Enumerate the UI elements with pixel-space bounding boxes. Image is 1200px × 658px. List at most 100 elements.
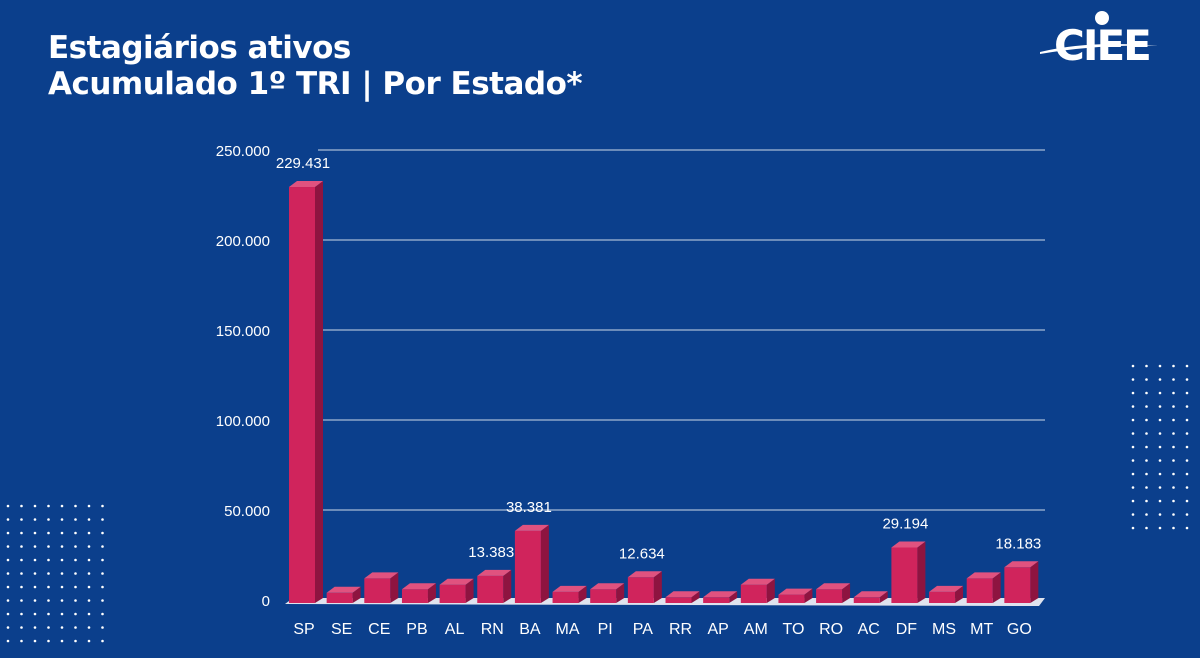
bar-side (653, 571, 662, 603)
decorative-dot (74, 599, 77, 602)
x-tick-label: MA (556, 621, 580, 638)
decorative-dot (74, 626, 77, 629)
decorative-dot (20, 504, 23, 508)
bar (740, 584, 767, 603)
bar-top (364, 572, 399, 579)
bar (627, 577, 654, 603)
x-tick-label: RR (669, 621, 692, 638)
decorative-dot (1185, 445, 1189, 449)
bar-side (503, 569, 512, 603)
decorative-dot (60, 612, 64, 616)
bar-side (352, 586, 361, 603)
decorative-dot (87, 572, 91, 575)
decorative-dot (74, 504, 77, 508)
decorative-dot (1131, 378, 1135, 381)
decorative-dot (6, 545, 10, 548)
decorative-dot (1158, 378, 1162, 381)
decorative-dots-left (6, 504, 104, 643)
decorative-dot (74, 639, 77, 643)
decorative-dot (1172, 445, 1175, 449)
decorative-dot (20, 558, 23, 562)
bar (590, 589, 617, 603)
decorative-dot (47, 626, 50, 629)
decorative-dot (33, 639, 37, 643)
decorative-dot (1131, 486, 1135, 489)
ciee-logo: CIEE (1040, 11, 1158, 66)
decorative-dot (1145, 418, 1148, 422)
bar-top (477, 569, 512, 576)
decorative-dot (1158, 391, 1162, 395)
decorative-dot (87, 518, 91, 521)
y-tick-label: 50.000 (224, 503, 270, 520)
decorative-dot (1145, 472, 1148, 476)
decorative-dot (101, 545, 104, 548)
decorative-dot (101, 531, 104, 535)
decorative-dot (1172, 432, 1175, 435)
decorative-dot (1131, 459, 1135, 462)
data-label: 29.194 (882, 515, 928, 532)
decorative-dot (20, 599, 23, 602)
decorative-dot (60, 531, 64, 535)
x-tick-label: SP (293, 621, 314, 638)
y-tick-label: 200.000 (216, 233, 270, 250)
bar-side (879, 591, 888, 603)
decorative-dot (1145, 499, 1148, 503)
bar (326, 592, 353, 603)
decorative-dot (1131, 405, 1135, 408)
decorative-dot (1158, 364, 1162, 368)
title-line-1: Estagiários ativos (48, 30, 351, 66)
decorative-dot (33, 545, 37, 548)
decorative-dot (1185, 472, 1189, 476)
bar (401, 589, 428, 603)
bar-side (842, 583, 851, 603)
x-tick-label: PB (406, 621, 427, 638)
decorative-dot (6, 572, 10, 575)
decorative-dot (1158, 513, 1162, 516)
bar (665, 597, 692, 603)
decorative-dot (1185, 378, 1189, 381)
decorative-dot (1145, 391, 1148, 395)
decorative-dot (101, 612, 104, 616)
decorative-dot (1185, 526, 1189, 530)
decorative-dot (47, 545, 50, 548)
y-tick-label: 100.000 (216, 413, 270, 430)
decorative-dot (1185, 405, 1189, 408)
decorative-dot (60, 518, 64, 521)
decorative-dot (1172, 499, 1175, 503)
decorative-dot (1172, 472, 1175, 476)
bar-top (514, 524, 549, 531)
data-label: 18.183 (995, 535, 1041, 552)
decorative-dot (47, 612, 50, 616)
bar (477, 575, 504, 603)
bar-top (401, 583, 436, 590)
decorative-dot (6, 504, 10, 508)
decorative-dots-right (1131, 364, 1189, 530)
decorative-dot (74, 545, 77, 548)
x-tick-label: AP (707, 621, 728, 638)
decorative-dot (1158, 405, 1162, 408)
decorative-dot (74, 531, 77, 535)
decorative-dot (101, 558, 104, 562)
decorative-dot (47, 572, 50, 575)
bar (929, 591, 956, 603)
decorative-dot (60, 626, 64, 629)
x-tick-label: TO (782, 621, 804, 638)
bar-side (955, 585, 964, 603)
decorative-dot (74, 585, 77, 589)
decorative-dot (87, 599, 91, 602)
decorative-dot (1172, 526, 1175, 530)
decorative-dot (6, 626, 10, 629)
bar (289, 187, 315, 603)
decorative-dot (1185, 499, 1189, 503)
decorative-dot (6, 518, 10, 521)
decorative-dot (6, 558, 10, 562)
bar (703, 597, 730, 603)
bar-side (390, 572, 399, 603)
decorative-dot (1158, 459, 1162, 462)
bar-side (465, 578, 474, 603)
decorative-dot (1145, 432, 1148, 435)
decorative-dot (87, 531, 91, 535)
decorative-dot (1185, 486, 1189, 489)
decorative-dot (1145, 513, 1148, 516)
y-tick-label: 0 (262, 593, 270, 610)
